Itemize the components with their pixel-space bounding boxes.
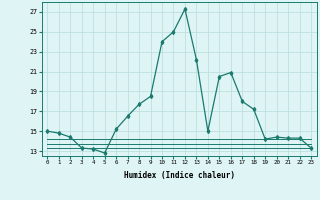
- X-axis label: Humidex (Indice chaleur): Humidex (Indice chaleur): [124, 171, 235, 180]
